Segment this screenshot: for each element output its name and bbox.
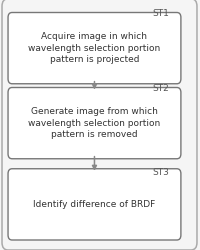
Text: Acquire image in which
wavelength selection portion
pattern is projected: Acquire image in which wavelength select…	[28, 32, 160, 64]
Text: ST1: ST1	[152, 9, 169, 18]
FancyBboxPatch shape	[8, 169, 180, 240]
Text: ST3: ST3	[152, 168, 169, 177]
FancyBboxPatch shape	[8, 88, 180, 159]
Text: ST2: ST2	[152, 84, 169, 93]
FancyBboxPatch shape	[2, 0, 196, 250]
Text: Generate image from which
wavelength selection portion
pattern is removed: Generate image from which wavelength sel…	[28, 107, 160, 140]
FancyBboxPatch shape	[8, 12, 180, 84]
Text: Identify difference of BRDF: Identify difference of BRDF	[33, 200, 155, 209]
